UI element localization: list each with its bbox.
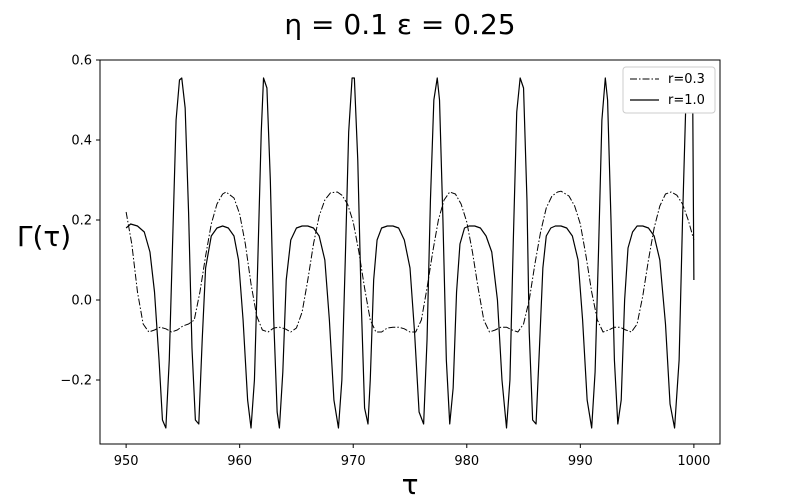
series-line-r10: [125, 77, 695, 429]
axes-frame: [99, 59, 721, 445]
x-tick-label: 960: [227, 454, 252, 469]
x-tick-label: 950: [114, 454, 139, 469]
y-tick-label: 0.0: [71, 294, 92, 309]
x-tick-label: 980: [454, 454, 479, 469]
x-tick-label: 1000: [677, 454, 710, 469]
x-tick-label: 990: [568, 454, 593, 469]
y-tick-label: 0.4: [71, 134, 92, 149]
plot-area: [125, 77, 695, 429]
series-line-r03: [125, 190, 695, 333]
legend-label-r03: r=0.3: [668, 72, 705, 87]
chart-title: η = 0.1 ε = 0.25: [284, 8, 515, 41]
x-tick-label: 970: [341, 454, 366, 469]
y-tick-label: 0.2: [71, 214, 92, 229]
legend-label-r10: r=1.0: [668, 93, 705, 108]
legend: r=0.3 r=1.0: [622, 66, 716, 114]
y-axis: −0.2 0.0 0.2 0.4 0.6: [60, 54, 100, 389]
x-axis-label: τ: [402, 468, 419, 500]
y-axis-label: Γ(τ): [17, 220, 71, 253]
y-tick-label: −0.2: [60, 374, 92, 389]
y-tick-label: 0.6: [71, 54, 92, 69]
x-axis: 950 960 970 980 990 1000: [114, 444, 710, 469]
